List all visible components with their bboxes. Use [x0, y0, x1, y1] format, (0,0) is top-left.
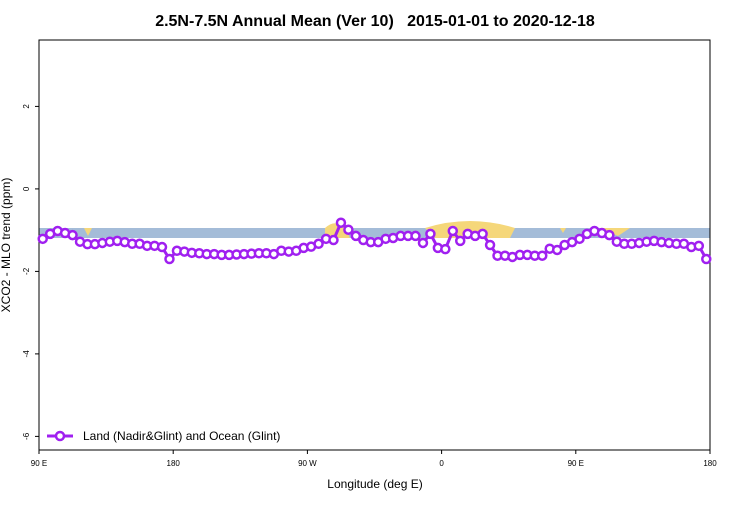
y-axis-label: XCO2 - MLO trend (ppm) [0, 178, 13, 313]
point [604, 229, 615, 241]
point [313, 238, 324, 250]
y-tick-label: 2 [22, 104, 31, 109]
point [328, 234, 339, 246]
point [410, 230, 421, 242]
point [693, 240, 705, 252]
point [164, 253, 175, 265]
x-tick-label: 90 W [298, 459, 317, 468]
legend-marker [54, 430, 66, 442]
point [484, 239, 496, 251]
point [343, 224, 354, 235]
legend-label: Land (Nadir&Glint) and Ocean (Glint) [83, 429, 280, 443]
point [551, 244, 563, 256]
y-tick-label: -4 [22, 350, 31, 358]
point [67, 229, 78, 241]
point [574, 233, 585, 245]
x-tick-label: 0 [439, 459, 444, 468]
point [417, 237, 429, 249]
point [701, 253, 712, 265]
map-strip [39, 228, 710, 238]
point [335, 217, 347, 228]
point [156, 241, 168, 253]
chart-title: 2.5N-7.5N Annual Mean (Ver 10) 2015-01-0… [155, 13, 595, 30]
point [447, 225, 459, 237]
point [440, 243, 451, 255]
y-tick-label: -2 [22, 267, 31, 275]
y-tick-label: -6 [22, 432, 31, 440]
plot-frame [38, 39, 711, 451]
point [477, 228, 488, 240]
point [425, 228, 436, 240]
point [537, 250, 548, 261]
x-tick-label: 180 [167, 459, 181, 468]
point [350, 230, 362, 242]
x-tick-label: 90 E [31, 459, 47, 468]
point [454, 235, 466, 247]
point [37, 233, 48, 245]
y-tick-label: 0 [22, 186, 31, 191]
x-tick-label: 90 E [568, 459, 584, 468]
x-tick-label: 180 [703, 459, 717, 468]
x-axis-label: Longitude (deg E) [327, 477, 422, 491]
